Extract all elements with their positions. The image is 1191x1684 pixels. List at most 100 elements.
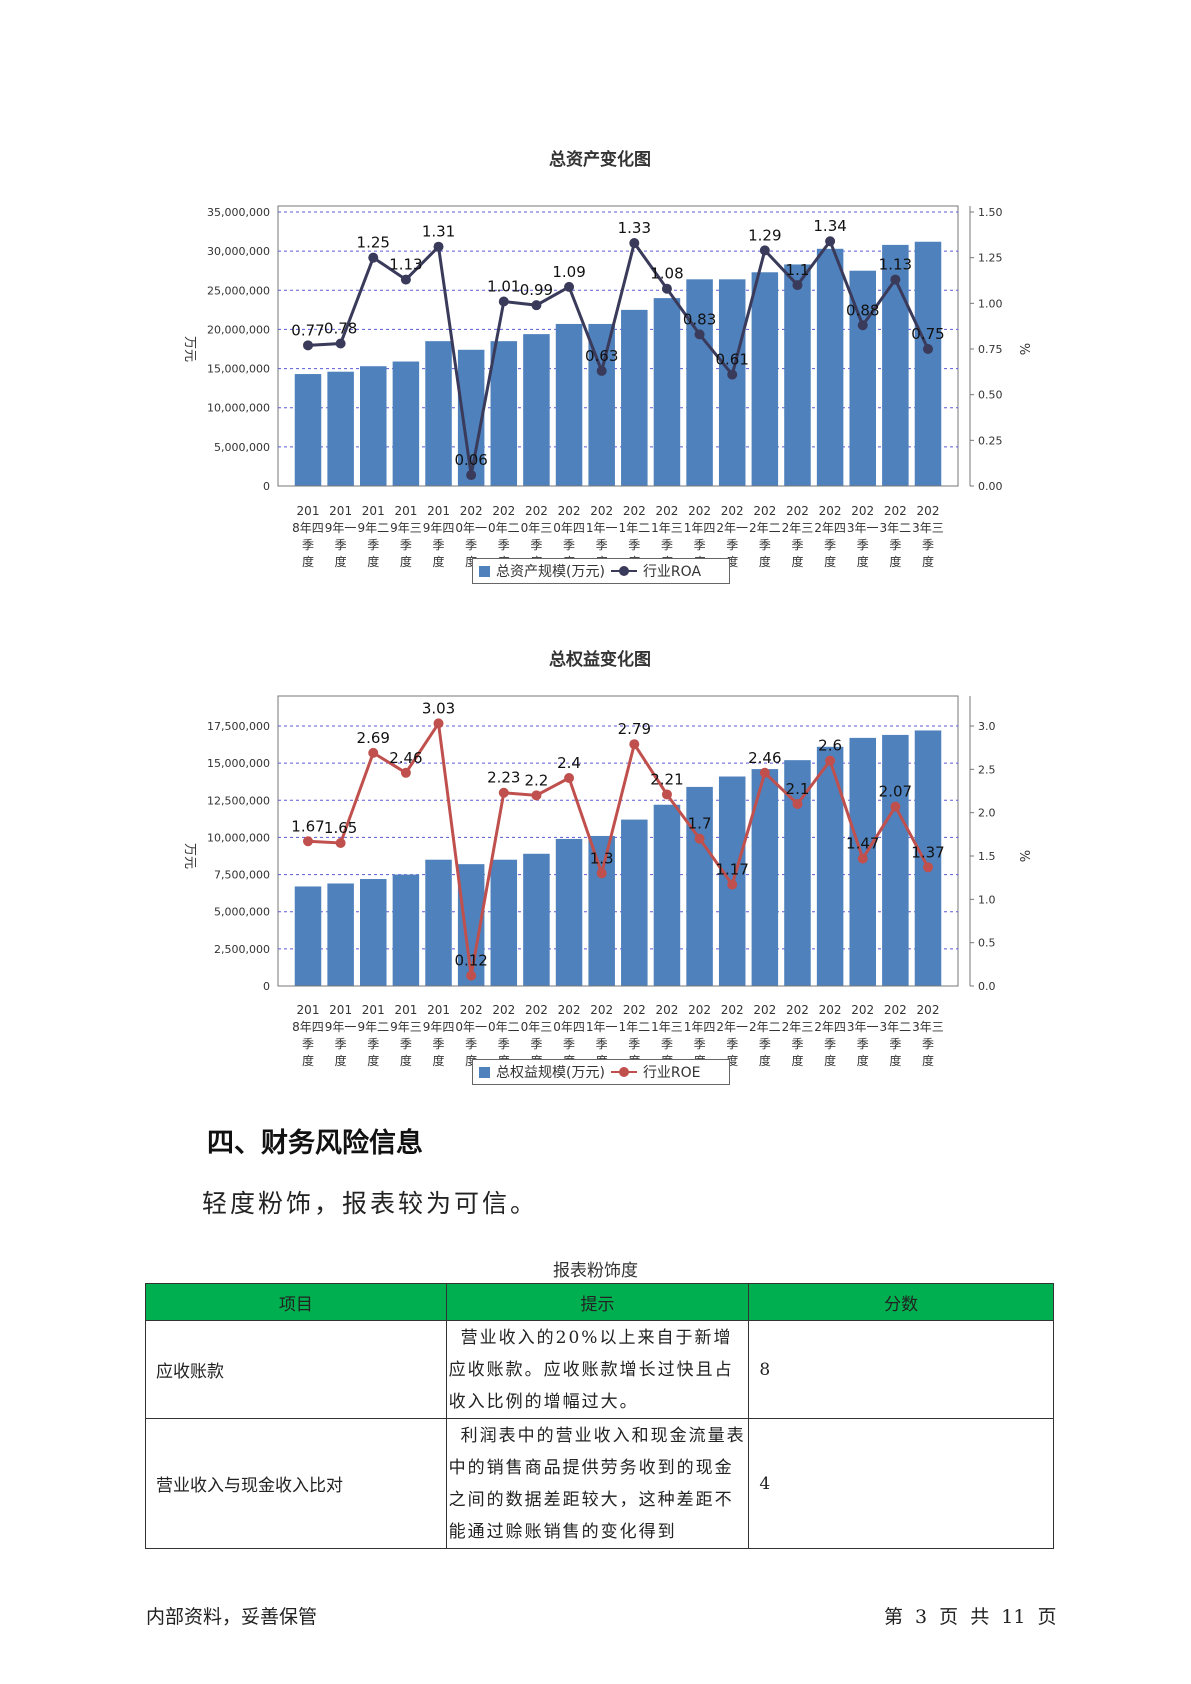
y-axis-title: 万元 — [182, 336, 197, 362]
chart-title: 总权益变化图 — [549, 650, 651, 670]
y-tick-label: 0 — [263, 980, 270, 993]
line-point — [923, 862, 933, 873]
line-point — [400, 767, 411, 778]
line-point — [857, 853, 868, 864]
data-label: 1.37 — [911, 843, 944, 861]
line-point — [759, 245, 770, 256]
data-label: 0.83 — [683, 310, 716, 328]
table-header-row: 项目 提示 分数 — [145, 1283, 1054, 1321]
bar — [360, 366, 387, 486]
y2-tick-label: 2.5 — [978, 763, 996, 776]
data-label: 2.1 — [786, 780, 810, 798]
data-label: 2.69 — [357, 729, 390, 747]
bar — [327, 371, 354, 486]
x-tick-label: 201 9年三季度 — [390, 1003, 422, 1068]
x-tick-label: 201 9年一季度 — [325, 504, 357, 569]
data-label: 1.25 — [357, 234, 390, 252]
line-point — [661, 789, 672, 800]
data-label: 1.01 — [487, 278, 520, 296]
header-hint: 提示 — [445, 1283, 750, 1321]
bar — [392, 874, 420, 986]
x-tick-label: 202 3年一季度 — [847, 504, 879, 569]
bar — [816, 746, 844, 986]
y-tick-label: 15,000,000 — [207, 363, 270, 376]
bar — [718, 279, 746, 486]
data-label: 1.33 — [618, 219, 651, 237]
line-point — [466, 970, 477, 981]
y2-tick-label: 0.50 — [978, 389, 1003, 402]
section-heading: 四、财务风险信息 — [207, 1128, 423, 1159]
bar — [621, 819, 648, 986]
line-point — [759, 767, 770, 778]
line-point — [531, 790, 542, 801]
bar — [327, 883, 354, 986]
data-label: 3.03 — [422, 699, 455, 717]
legend-line-marker — [610, 565, 637, 577]
x-tick-label: 201 9年三季度 — [390, 504, 422, 569]
x-tick-label: 202 3年一季度 — [847, 1003, 879, 1068]
y-axis-title: 万元 — [182, 843, 197, 869]
x-tick-label: 202 2年一季度 — [716, 1003, 748, 1068]
y-tick-label: 2,500,000 — [214, 943, 270, 956]
x-tick-label: 201 8年四季度 — [292, 504, 324, 569]
data-label: 0.12 — [454, 952, 487, 970]
total-assets-plot: 0 5,000,000 10,000,000 15,000,000 20,000,000… — [182, 205, 1031, 569]
data-label: 1.67 — [291, 817, 324, 835]
line-point — [498, 296, 509, 307]
table-row: 营业收入与现金收入比对 利润表中的营业收入和现金流量表中的销售商品提供劳务收到的… — [145, 1418, 1054, 1549]
x-tick-label: 2020年一季度 — [455, 1003, 487, 1068]
data-label: 2.23 — [487, 769, 520, 787]
data-label: 1.1 — [786, 261, 810, 279]
legend-line-label: 行业ROA — [642, 564, 702, 580]
chart-legend: 总权益规模(万元) 行业ROE — [472, 1059, 730, 1085]
chart-title: 总资产变化图 — [549, 150, 651, 170]
bar — [588, 835, 615, 986]
data-label: 2.46 — [748, 749, 781, 767]
data-label: 0.06 — [454, 451, 487, 469]
footer-confidential: 内部资料，妥善保管 — [146, 1606, 318, 1628]
line-point — [433, 241, 444, 252]
data-label: 1.3 — [590, 849, 614, 867]
line-point — [890, 801, 901, 812]
cell-score: 8 — [748, 1320, 1054, 1419]
line-point — [564, 281, 575, 292]
x-tick-label: 201 9年一季度 — [325, 1003, 357, 1068]
line-point — [335, 838, 346, 848]
data-label: 0.99 — [520, 281, 553, 299]
y-tick-label: 35,000,000 — [207, 206, 270, 219]
y2-tick-label: 0.25 — [978, 434, 1003, 447]
data-label: 2.79 — [618, 720, 651, 738]
cell-item: 营业收入与现金收入比对 — [145, 1418, 447, 1549]
line-point — [727, 879, 738, 890]
legend-bar-label: 总权益规模(万元) — [496, 1065, 605, 1081]
line-point — [694, 329, 705, 340]
line-point — [727, 369, 738, 380]
bar — [523, 853, 550, 986]
data-label: 1.31 — [422, 223, 455, 241]
data-label: 0.61 — [716, 351, 749, 369]
y2-axis-title: % — [1016, 343, 1031, 355]
total-equity-plot: 0 2,500,000 5,000,000 7,500,000 10,000,000 12… — [182, 695, 1031, 1068]
bar — [555, 323, 583, 486]
table-row: 应收账款 营业收入的20%以上来自于新增应收账款。应收账款增长过快且占收入比例的… — [145, 1320, 1054, 1419]
cell-score: 4 — [748, 1418, 1054, 1549]
x-tick-label: 202 2年二季度 — [749, 1003, 781, 1068]
table-caption: 报表粉饰度 — [553, 1261, 638, 1281]
y2-tick-label: 1.00 — [978, 297, 1003, 310]
x-tick-label: 202 3年三季度 — [912, 1003, 944, 1068]
data-label: 1.08 — [650, 265, 683, 283]
line-point — [629, 739, 640, 750]
x-tick-label: 201 9年四季度 — [423, 504, 455, 569]
bar — [882, 244, 909, 486]
risk-table: 项目 提示 分数 应收账款 营业收入的20%以上来自于新增应收账款。应收账款增长… — [145, 1283, 1054, 1549]
data-label: 1.17 — [716, 861, 749, 879]
y2-tick-label: 2.0 — [978, 807, 996, 820]
total-equity-chart: 总权益变化图 0 2,500,000 5,000,000 7,500,000 10,00… — [0, 640, 1191, 1100]
series-line — [307, 238, 930, 476]
data-label: 0.77 — [291, 321, 324, 339]
x-tick-label: 201 9年二季度 — [357, 504, 389, 569]
data-label: 2.2 — [524, 771, 548, 789]
data-label: 1.13 — [879, 256, 912, 274]
line-point — [368, 747, 379, 758]
line-point — [303, 340, 313, 351]
